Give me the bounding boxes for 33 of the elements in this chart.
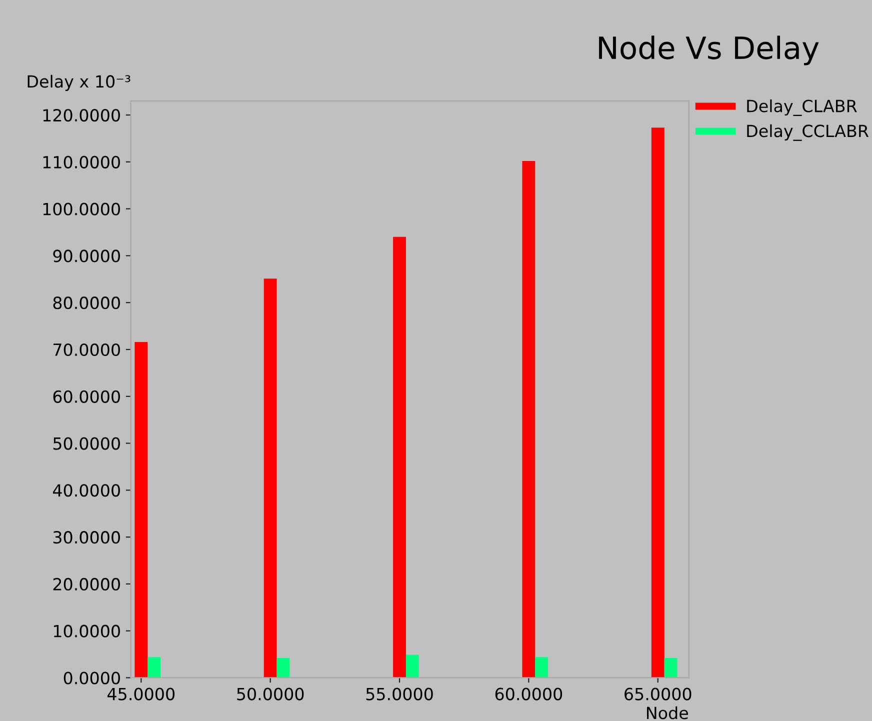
y-tick-label: 70.0000 [54, 343, 120, 356]
bar [522, 160, 536, 678]
bar [148, 657, 161, 678]
bar [134, 342, 148, 678]
chart-title: Node Vs Delay [599, 36, 819, 66]
x-tick-label: 45.0000 [107, 688, 174, 700]
x-tick-label: 50.0000 [237, 688, 304, 700]
x-axis-title: Node [647, 706, 688, 720]
legend-label: Delay_CLABR [747, 99, 857, 116]
bar [664, 658, 678, 678]
x-tick-label: 60.0000 [495, 688, 562, 700]
y-tick-label: 40.0000 [52, 484, 120, 497]
x-tick-label: 65.0000 [624, 688, 692, 700]
bar [393, 236, 406, 678]
y-tick-label: 90.0000 [53, 250, 120, 262]
bar [651, 128, 664, 678]
x-tick-label: 55.0000 [366, 688, 433, 700]
y-tick-label: 50.0000 [53, 437, 120, 450]
bar [264, 278, 277, 678]
y-tick-label: 110.0000 [43, 156, 120, 168]
y-tick-label: 100.0000 [43, 202, 120, 216]
y-tick-label: 20.0000 [53, 578, 120, 591]
bar [276, 658, 290, 678]
legend-label: Delay_CCLABR [747, 124, 869, 141]
y-axis-title: Delay x 10⁻³ [28, 74, 130, 91]
y-tick-label: 30.0000 [53, 531, 120, 544]
bar [406, 654, 419, 678]
y-tick-label: 60.0000 [53, 390, 120, 403]
y-tick-label: 80.0000 [53, 296, 120, 310]
y-tick-label: 120.0000 [43, 108, 120, 122]
y-tick-label: 0.0000 [64, 672, 120, 684]
y-tick-label: 10.0000 [54, 624, 120, 638]
bar [535, 657, 548, 678]
